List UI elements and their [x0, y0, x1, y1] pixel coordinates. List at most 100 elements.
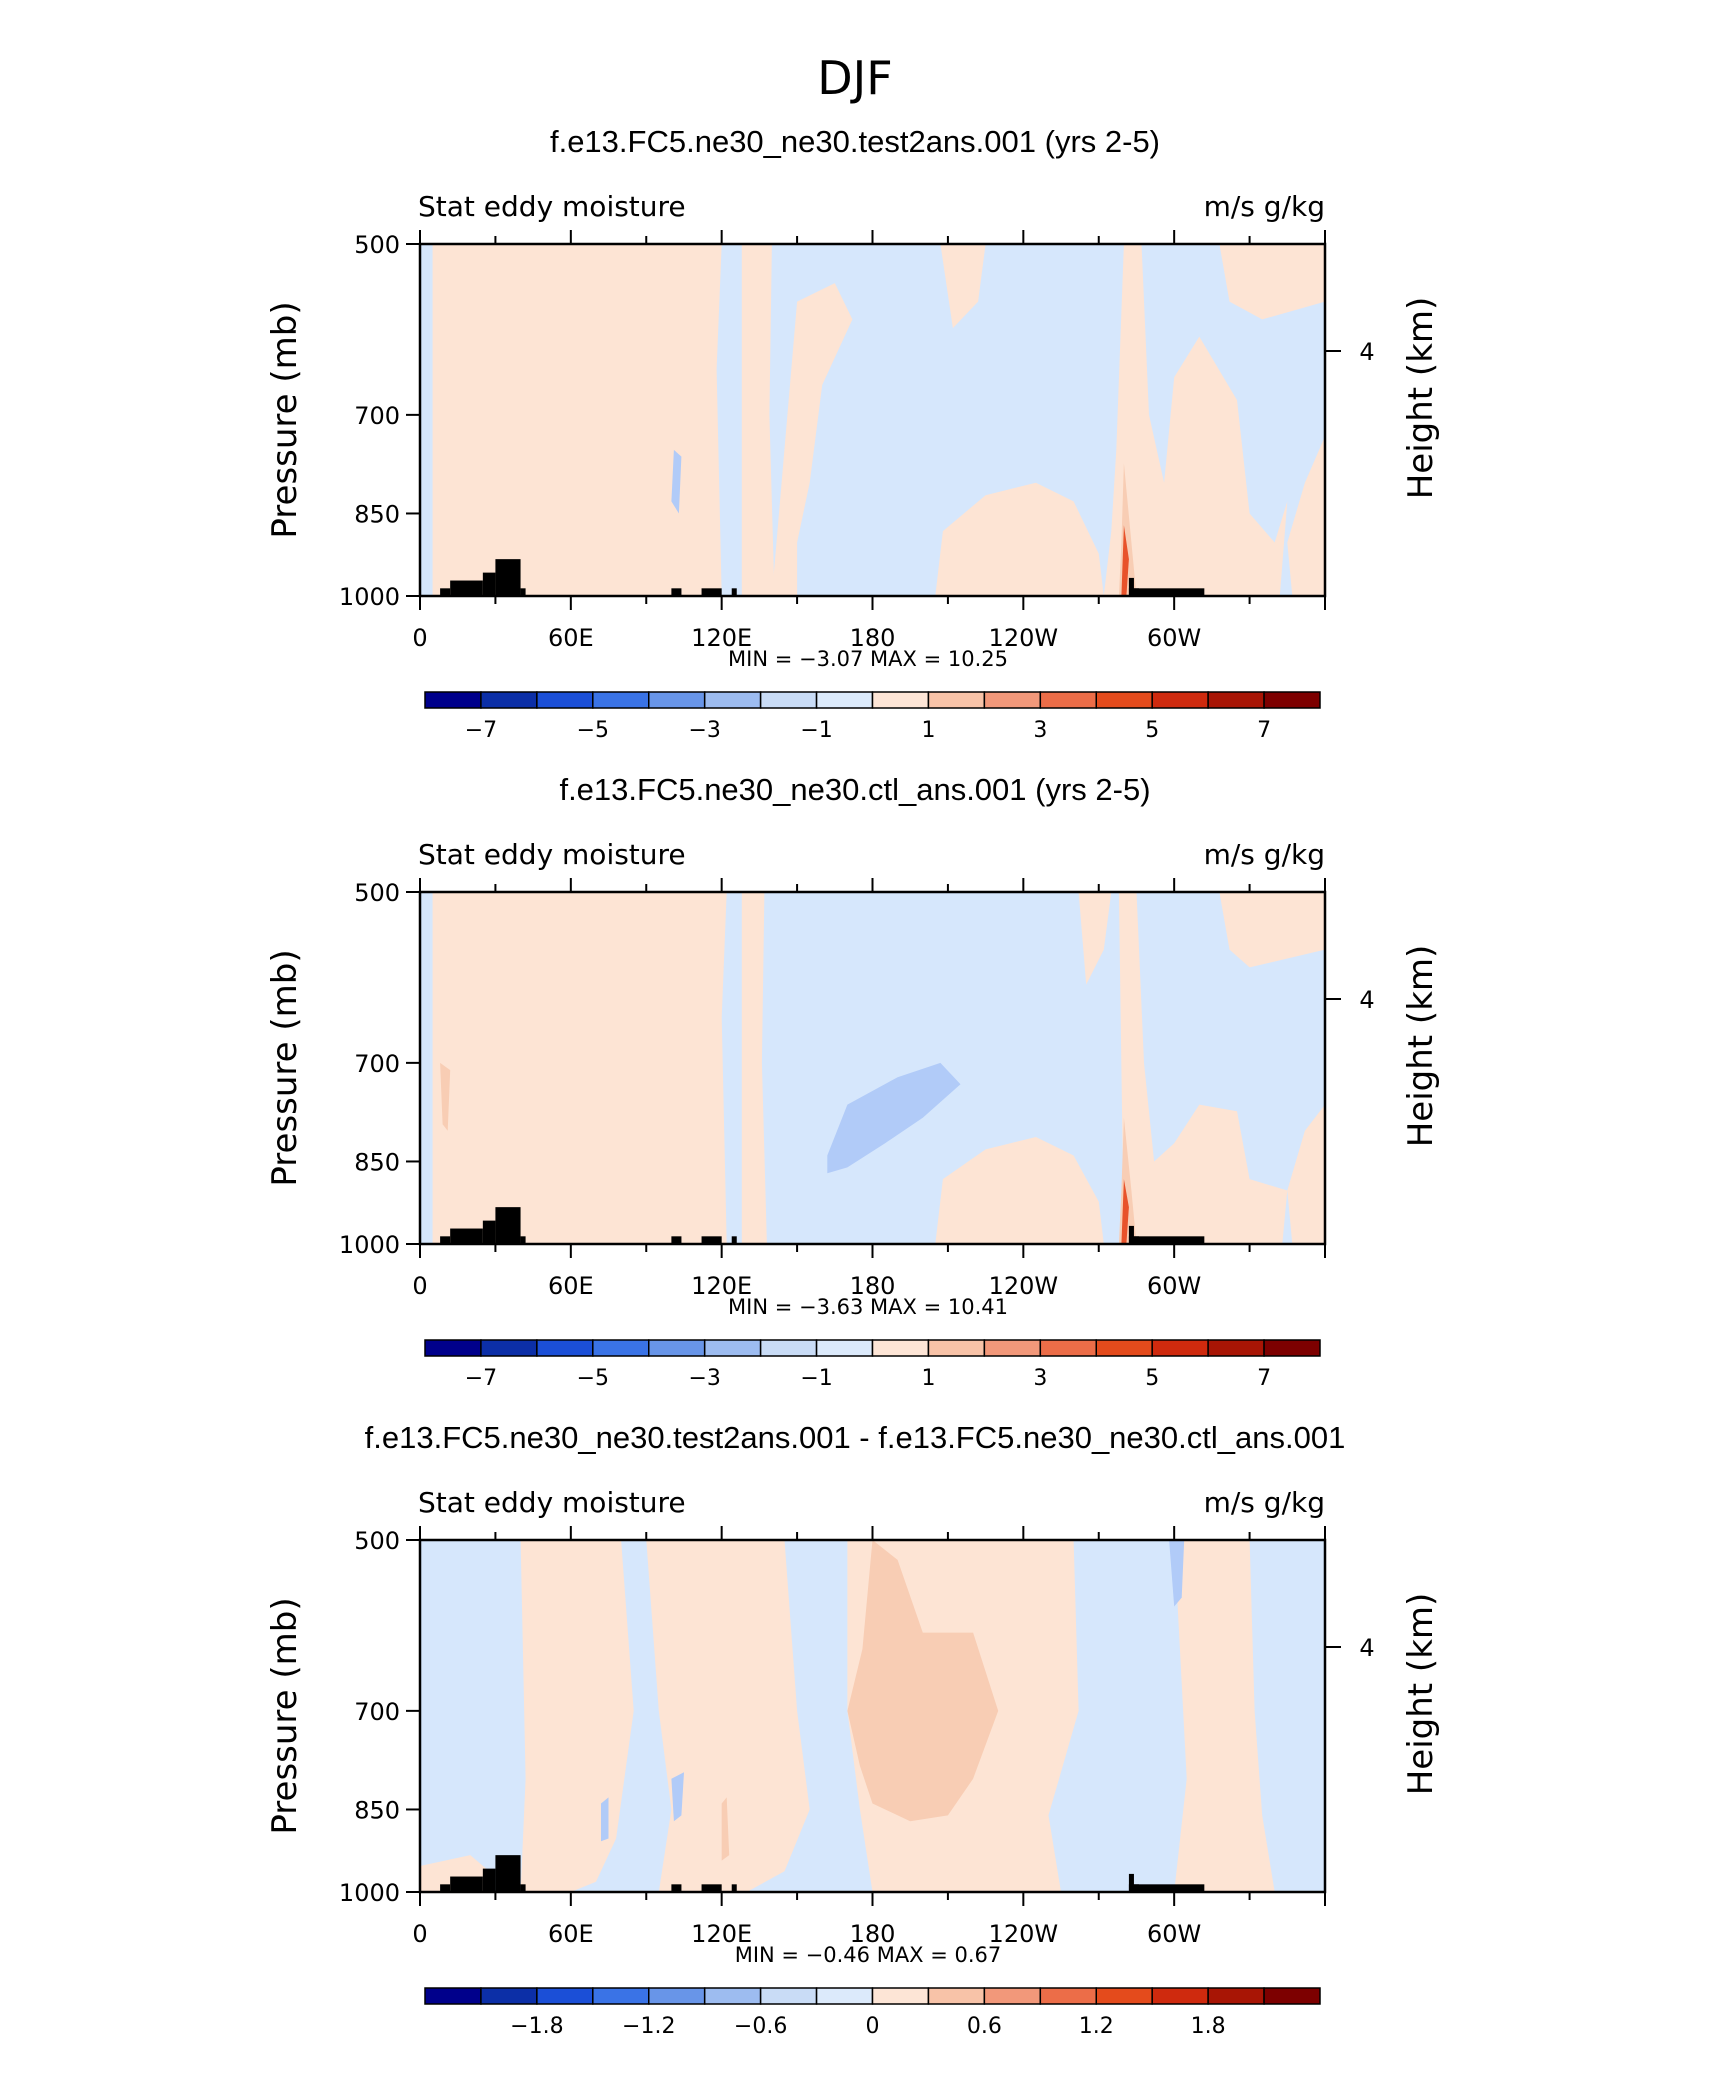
colorbar-box — [1207, 691, 1265, 709]
colorbar-box — [703, 1339, 762, 1357]
panel-1: f.e13.FC5.ne30_ne30.test2ans.001 (yrs 2-… — [265, 124, 1441, 743]
colorbar-box — [871, 1987, 930, 2005]
right-axis-label: Height (km) — [1401, 945, 1441, 1148]
topography-block — [520, 1884, 526, 1892]
topography-block — [495, 559, 521, 596]
colorbar-box — [424, 691, 482, 709]
contour-region-6 — [1219, 892, 1325, 968]
right-tick-label: 4 — [1359, 986, 1374, 1014]
right-tick-label: 4 — [1359, 338, 1374, 366]
left-string: Stat eddy moisture — [418, 1486, 686, 1519]
topography-block — [671, 1236, 682, 1244]
topography-block — [1128, 1225, 1134, 1244]
colorbar-box — [1151, 1339, 1209, 1357]
topography-block — [520, 588, 526, 596]
y-tick-label: 700 — [354, 1698, 400, 1726]
colorbar-box — [759, 691, 818, 709]
y-tick-label: 500 — [354, 231, 400, 259]
x-tick-label: 180 — [850, 624, 896, 652]
figure-title: DJF — [817, 51, 892, 105]
colorbar-box — [871, 1339, 930, 1357]
colorbar-label: −5 — [577, 1366, 609, 1391]
colorbar-box — [536, 1339, 594, 1357]
colorbar-box — [424, 1339, 482, 1357]
min-max-stats: MIN = −3.07 MAX = 10.25 — [728, 647, 1008, 671]
contour-region-8 — [671, 1772, 684, 1822]
colorbar-box — [592, 1987, 650, 2005]
contour-region-11 — [1121, 525, 1129, 596]
colorbar-box — [1151, 691, 1209, 709]
topography-block — [731, 1236, 737, 1244]
x-tick-label: 180 — [850, 1272, 896, 1300]
colorbar-box — [927, 691, 986, 709]
contour-region-4 — [935, 482, 1104, 596]
left-string: Stat eddy moisture — [418, 190, 686, 223]
colorbar-box — [480, 1987, 538, 2005]
colorbar-label: −1 — [800, 718, 832, 743]
right-string: m/s g/kg — [1204, 190, 1325, 223]
colorbar-box — [1151, 1987, 1209, 2005]
contour-region-4 — [1078, 892, 1112, 985]
contour-region-5 — [940, 244, 986, 329]
colorbar-box — [1039, 691, 1097, 709]
colorbar-box — [1207, 1339, 1265, 1357]
colorbar-label: 5 — [1145, 718, 1159, 743]
contour-region-3 — [771, 283, 853, 596]
colorbar-box — [815, 1339, 874, 1357]
contour-region-6 — [1103, 244, 1288, 596]
colorbar-box — [536, 691, 594, 709]
x-tick-label: 120W — [989, 1920, 1059, 1948]
y-axis-label: Pressure (mb) — [265, 949, 305, 1186]
colorbar-box — [983, 1987, 1042, 2005]
colorbar-label: −3 — [688, 1366, 720, 1391]
x-tick-label: 60E — [548, 1920, 594, 1948]
y-tick-label: 700 — [354, 1050, 400, 1078]
colorbar-box — [1039, 1987, 1097, 2005]
topography-block — [440, 1884, 451, 1892]
topography-block — [482, 1220, 496, 1244]
topography-block — [482, 1868, 496, 1892]
topography-block — [450, 1876, 483, 1892]
colorbar-label: 0 — [866, 2014, 880, 2039]
colorbar-box — [1263, 1339, 1321, 1357]
colorbar-label: 1.8 — [1191, 2014, 1226, 2039]
x-tick-label: 0 — [412, 1920, 427, 1948]
colorbar: −7 −5 −3 −1 1 3 5 7 — [424, 691, 1321, 743]
colorbar-box — [592, 691, 650, 709]
colorbar-box — [983, 1339, 1042, 1357]
colorbar-box — [927, 1339, 986, 1357]
colorbar-box — [1095, 1339, 1153, 1357]
panel-2: f.e13.FC5.ne30_ne30.ctl_ans.001 (yrs 2-5… — [265, 772, 1441, 1391]
colorbar-label: −0.6 — [734, 2014, 787, 2039]
contour-region-2 — [741, 244, 775, 596]
colorbar-box — [1095, 1987, 1153, 2005]
colorbar-box — [480, 1339, 538, 1357]
colorbar-box — [759, 1339, 818, 1357]
topography-block — [1128, 577, 1134, 596]
colorbar-label: −5 — [577, 718, 609, 743]
y-tick-label: 1000 — [339, 583, 400, 611]
contour-region-8 — [827, 1062, 961, 1174]
right-tick-label: 4 — [1359, 1634, 1374, 1662]
y-axis-label: Pressure (mb) — [265, 301, 305, 538]
colorbar-box — [1263, 691, 1321, 709]
topography-block — [440, 1236, 451, 1244]
x-tick-label: 60W — [1147, 1272, 1201, 1300]
topography-block — [450, 580, 483, 596]
right-axis-label: Height (km) — [1401, 1593, 1441, 1796]
topography-block — [450, 1228, 483, 1244]
colorbar-box — [759, 1987, 818, 2005]
contour-region-7 — [1287, 1104, 1325, 1244]
colorbar-label: 1.2 — [1079, 2014, 1114, 2039]
colorbar-label: 3 — [1033, 1366, 1047, 1391]
contour-region-1 — [432, 244, 722, 596]
x-tick-label: 120E — [691, 624, 752, 652]
colorbar-box — [703, 691, 762, 709]
colorbar-box — [815, 691, 874, 709]
y-tick-label: 850 — [354, 1796, 400, 1824]
colorbar-label: 7 — [1257, 1366, 1271, 1391]
x-tick-label: 60W — [1147, 624, 1201, 652]
topography-block — [701, 1236, 722, 1244]
colorbar: −1.8 −1.2 −0.6 0 0.6 1.2 1.8 — [424, 1987, 1321, 2039]
